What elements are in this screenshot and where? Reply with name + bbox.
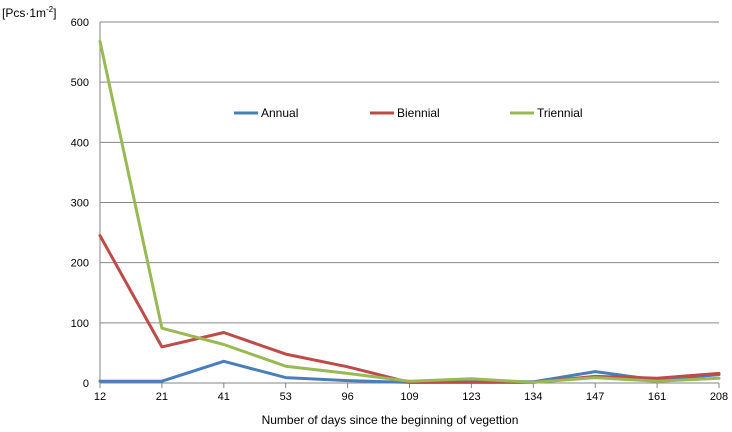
x-tick-label: 109: [400, 391, 418, 403]
y-tick-label: 400: [71, 137, 89, 149]
x-axis-tick-labels: 12 21 41 53 96 109 123 134 147 161 208: [94, 383, 728, 403]
gridlines: [99, 21, 719, 384]
x-tick-label: 41: [218, 391, 230, 403]
y-axis-title-end: ]: [53, 6, 56, 20]
legend-item-triennial: Triennial: [510, 106, 583, 120]
legend-label: Annual: [261, 106, 298, 120]
y-axis-title-superscript: -2: [46, 5, 54, 14]
legend: Annual Biennial Triennial: [234, 106, 583, 120]
y-axis-title: [Pcs·1m-2]: [2, 5, 56, 20]
x-tick-label: 123: [462, 391, 480, 403]
y-tick-label: 300: [71, 198, 89, 210]
legend-label: Biennial: [397, 106, 440, 120]
x-tick-label: 147: [586, 391, 604, 403]
x-axis-title: Number of days since the beginning of ve…: [262, 413, 519, 427]
x-tick-label: 208: [710, 391, 728, 403]
y-axis-tick-labels: 0 100 200 300 400 500 600: [71, 17, 89, 390]
x-tick-label: 161: [648, 391, 666, 403]
y-tick-label: 600: [71, 17, 89, 29]
y-axis-title-main: [Pcs·1m: [2, 6, 46, 20]
y-tick-label: 100: [71, 318, 89, 330]
series-lines: [98, 39, 721, 384]
y-tick-label: 200: [71, 258, 89, 270]
x-tick-label: 21: [156, 391, 168, 403]
x-tick-label: 96: [341, 391, 353, 403]
legend-label: Triennial: [537, 106, 583, 120]
x-tick-label: 134: [524, 391, 542, 403]
legend-item-annual: Annual: [234, 106, 298, 120]
series-line-triennial: [98, 39, 721, 384]
y-tick-label: 0: [83, 378, 89, 390]
legend-item-biennial: Biennial: [370, 106, 440, 120]
x-tick-label: 12: [94, 391, 106, 403]
series-line-biennial: [98, 234, 721, 384]
x-tick-label: 53: [280, 391, 292, 403]
y-tick-label: 500: [71, 77, 89, 89]
